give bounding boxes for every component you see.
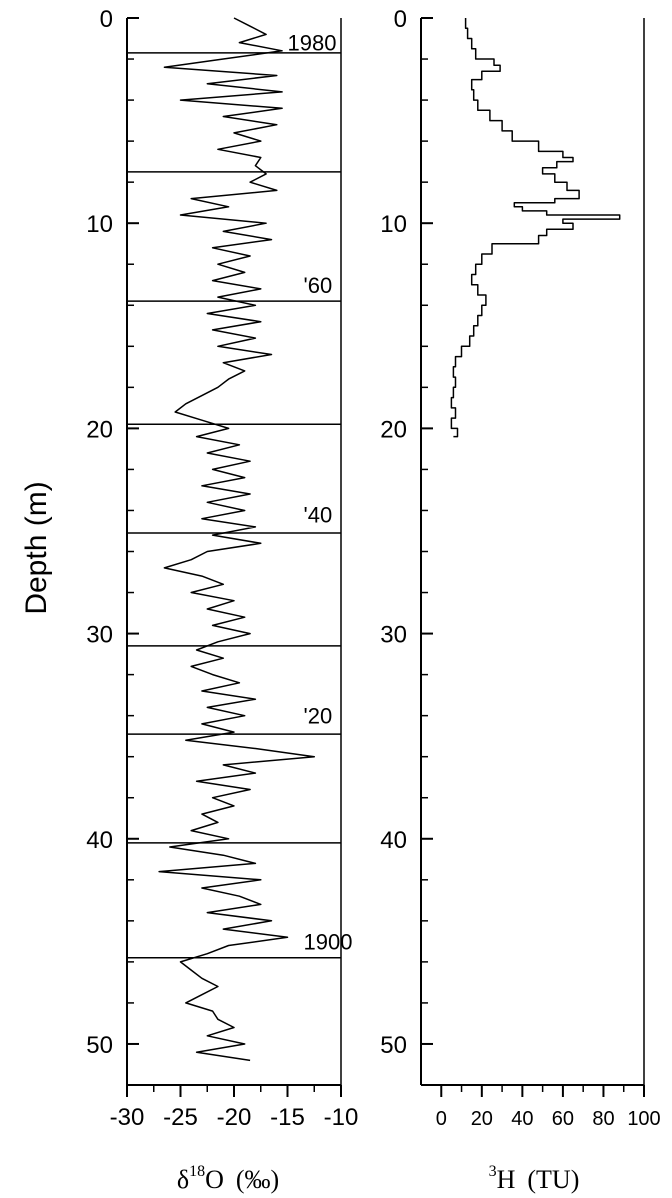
y-tick-label: 30 [380, 622, 407, 649]
year-annotation: 1900 [304, 929, 353, 954]
y-tick-label: 40 [380, 827, 407, 854]
superscript-3: 3 [489, 1163, 497, 1180]
d18o-profile-line [158, 17, 316, 1062]
xlabel-main: H [497, 1165, 516, 1194]
y-tick-label: 0 [100, 6, 113, 33]
x-tick-label: -20 [217, 1104, 252, 1131]
y-tick-label: 0 [394, 6, 407, 33]
x-tick-label: 20 [471, 1108, 493, 1130]
xlabel-unit: (‰) [236, 1165, 279, 1194]
x-tick-label: -30 [110, 1104, 145, 1131]
x-tick-label: 40 [511, 1108, 533, 1130]
x-axis-title-tritium: 3H (TU) [489, 1163, 580, 1194]
superscript-18: 18 [189, 1163, 205, 1180]
y-axis-title: Depth (m) [20, 481, 53, 614]
panel-tritium: 0 10 20 30 40 50 0 20 40 60 80 100 [380, 6, 660, 1130]
y-tick-label: 10 [86, 211, 113, 238]
y-tick-label: 40 [86, 827, 113, 854]
x-tick-label: 80 [592, 1108, 614, 1130]
y-tick-label: 20 [380, 416, 407, 443]
tritium-profile-line [450, 18, 621, 438]
x-tick-label: -15 [270, 1104, 305, 1131]
year-annotation: '20 [304, 704, 333, 729]
y-tick-label: 20 [86, 416, 113, 443]
x-tick-label: -25 [163, 1104, 198, 1131]
year-annotation: '60 [304, 273, 333, 298]
y-tick-label: 50 [86, 1032, 113, 1059]
delta-symbol: δ [177, 1165, 189, 1194]
y-tick-label: 10 [380, 211, 407, 238]
year-annotation: 1980 [288, 31, 337, 56]
xlabel-main: O [205, 1165, 224, 1194]
xlabel-unit: (TU) [527, 1165, 579, 1194]
y-tick-label: 30 [86, 622, 113, 649]
x-axis-title-d18o: δ18O (‰) [177, 1163, 279, 1194]
x-tick-label: -10 [324, 1104, 359, 1131]
x-tick-label: 100 [627, 1108, 660, 1130]
y-tick-label: 50 [380, 1032, 407, 1059]
x-tick-label: 0 [436, 1108, 447, 1130]
panel-d18o: 0 10 20 30 40 50 -30 -25 -20 -15 -10 1980 '60 '40 '20 1… [86, 6, 358, 1131]
x-tick-label: 60 [552, 1108, 574, 1130]
year-annotation: '40 [304, 503, 333, 528]
